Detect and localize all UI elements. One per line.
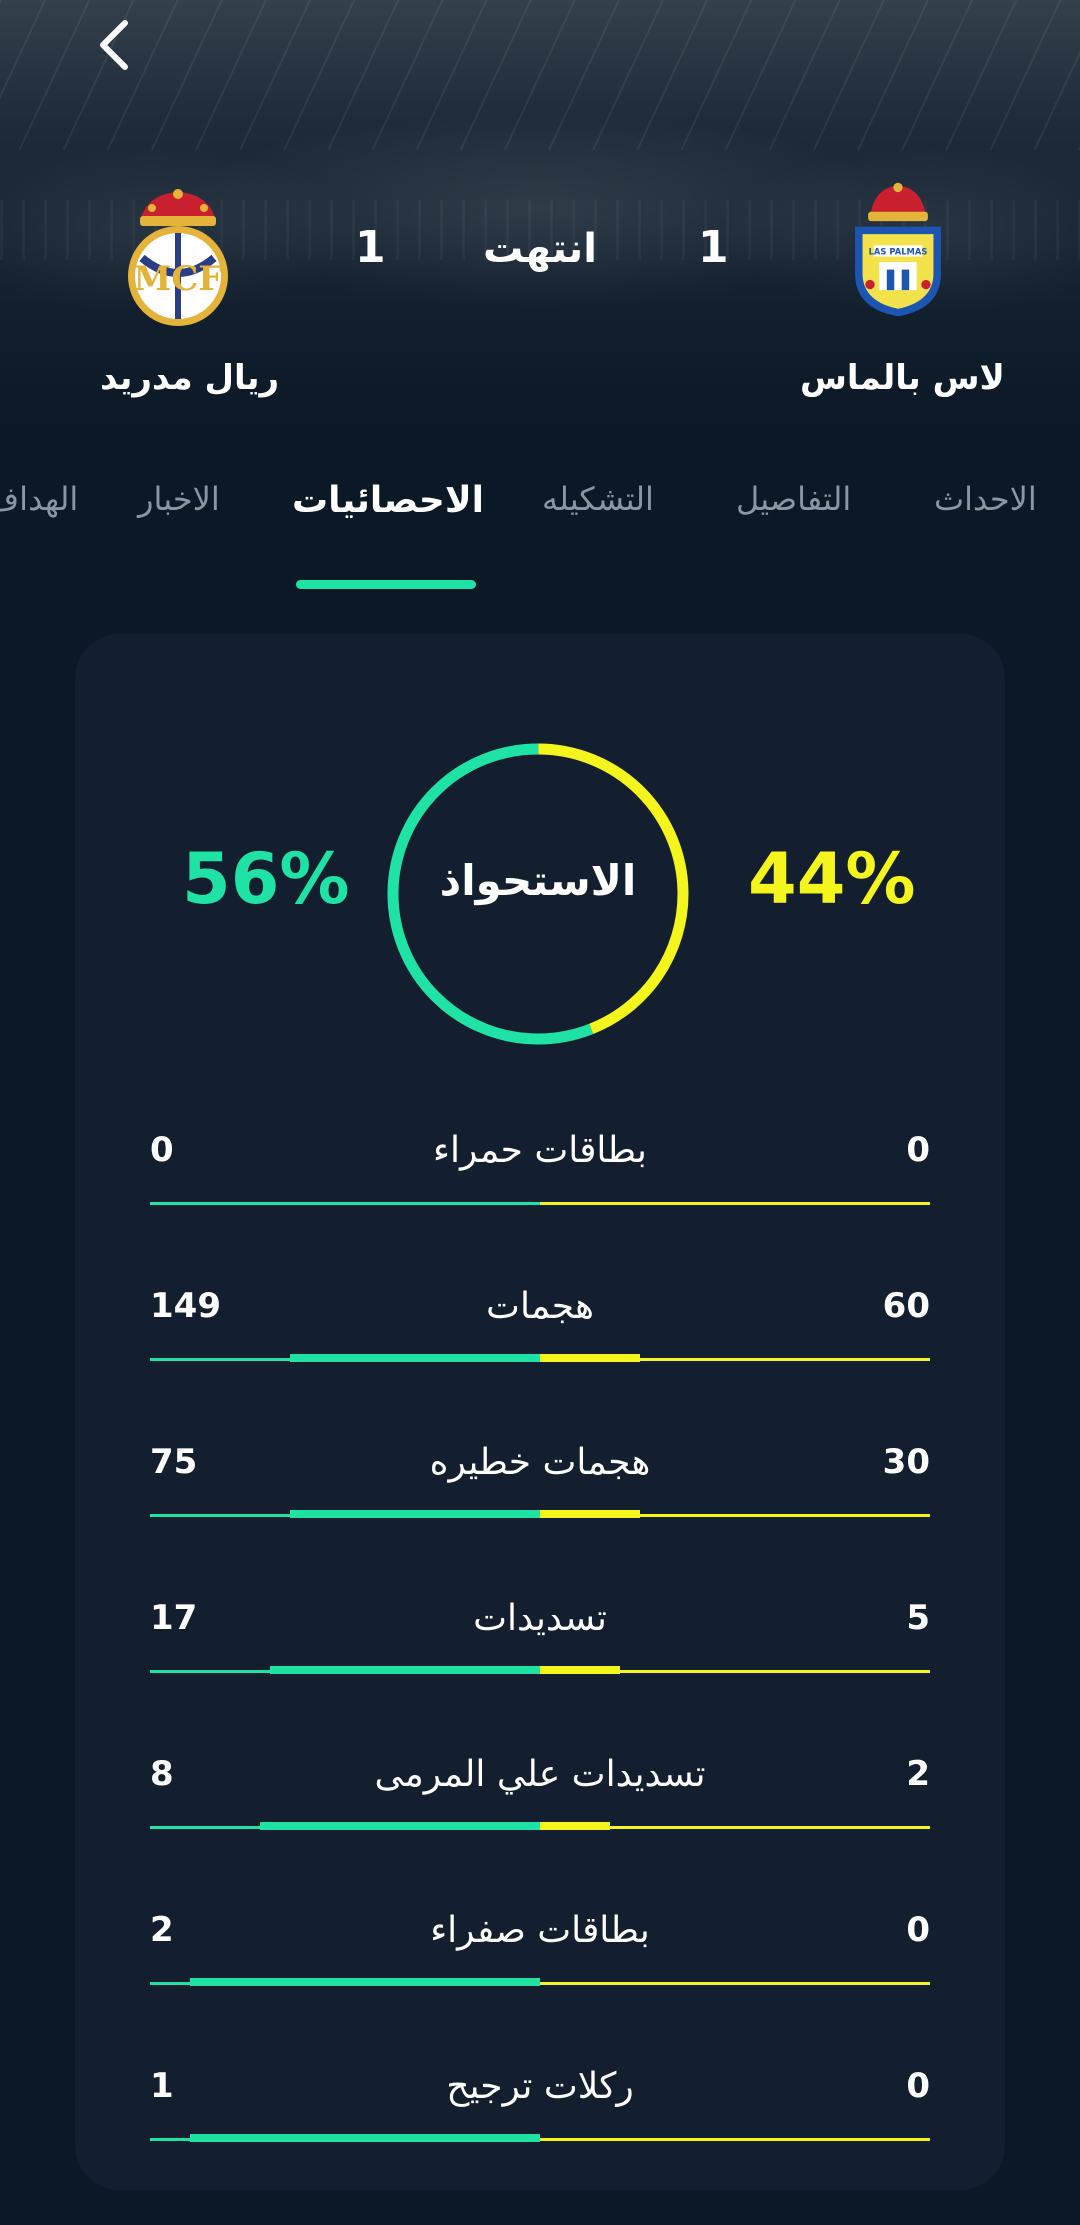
stat-home-value: 1 — [150, 2066, 174, 2106]
stat-bar-home-track — [150, 1202, 540, 1205]
possession-label: الاستحواذ — [439, 856, 637, 905]
stat-label: بطاقات حمراء — [433, 1130, 647, 1171]
stat-bar-away-fill — [540, 1510, 640, 1518]
stat-away-value: 30 — [882, 1442, 930, 1482]
stat-bar-away-track — [540, 2138, 930, 2141]
stat-comparison-bar — [150, 1198, 930, 1208]
stat-bar-home-fill — [270, 1666, 540, 1674]
match-status: انتهت — [483, 226, 597, 272]
stat-home-value: 149 — [150, 1286, 221, 1326]
tab-news[interactable]: الاخبار — [138, 480, 220, 518]
stat-row: 17 تسديدات 5 — [150, 1598, 930, 1718]
stat-label: ركلات ترجيح — [446, 2066, 634, 2107]
stat-away-value: 2 — [906, 1754, 930, 1794]
tab-scorers[interactable]: الهداف — [0, 480, 79, 518]
stat-bar-home-fill — [290, 1510, 540, 1518]
stat-home-value: 2 — [150, 1910, 174, 1950]
stat-bar-away-track — [540, 1670, 930, 1673]
stat-row: 0 بطاقات حمراء 0 — [150, 1130, 930, 1250]
svg-text:MCF: MCF — [134, 259, 223, 299]
stat-away-value: 60 — [882, 1286, 930, 1326]
stat-away-value: 0 — [906, 1910, 930, 1950]
possession-donut-home-arc — [387, 743, 689, 1045]
stat-home-value: 17 — [150, 1598, 198, 1638]
stat-bar-away-track — [540, 1358, 930, 1361]
stat-home-value: 75 — [150, 1442, 198, 1482]
possession-donut-away-arc — [387, 743, 689, 1045]
stat-bar-away-track — [540, 1982, 930, 1985]
stat-label: هجمات — [486, 1286, 594, 1327]
back-button[interactable] — [78, 10, 148, 80]
stat-bar-away-track — [540, 1202, 930, 1205]
tab-statistics[interactable]: الاحصائيات — [292, 480, 484, 521]
stat-bar-home-fill — [190, 1978, 540, 1986]
stat-bar-away-fill — [540, 1354, 640, 1362]
stat-bar-home-fill — [190, 2134, 540, 2142]
stat-label: تسديدات علي المرمى — [374, 1754, 706, 1795]
stat-row: 2 بطاقات صفراء 0 — [150, 1910, 930, 2030]
tab-details[interactable]: التفاصيل — [736, 480, 852, 518]
stat-comparison-bar — [150, 1666, 930, 1676]
stat-bar-away-fill — [540, 1822, 610, 1830]
stat-home-value: 0 — [150, 1130, 174, 1170]
home-score: 1 — [355, 222, 386, 273]
possession-donut — [387, 743, 689, 1045]
stat-comparison-bar — [150, 1978, 930, 1988]
stadium-roof-decoration — [0, 0, 1080, 150]
stat-comparison-bar — [150, 2134, 930, 2144]
away-team-name: لاس بالماس — [800, 358, 1005, 398]
real-madrid-crest-icon: MCF — [128, 189, 228, 326]
las-palmas-crest-icon: LAS PALMAS — [855, 182, 941, 317]
tab-events[interactable]: الاحداث — [934, 480, 1037, 518]
tab-lineup[interactable]: التشكيله — [542, 480, 654, 518]
stat-label: بطاقات صفراء — [430, 1910, 650, 1951]
stat-label: تسديدات — [473, 1598, 607, 1639]
stat-away-value: 0 — [906, 1130, 930, 1170]
stat-row: 8 تسديدات علي المرمى 2 — [150, 1754, 930, 1874]
home-possession-percent: 56% — [182, 838, 350, 920]
tab-bar: الاحداث التفاصيل التشكيله الاحصائيات الا… — [0, 470, 1080, 590]
stat-bar-away-track — [540, 1826, 930, 1829]
stat-home-value: 8 — [150, 1754, 174, 1794]
stat-label: هجمات خطيره — [429, 1442, 651, 1483]
stat-away-value: 5 — [906, 1598, 930, 1638]
stat-away-value: 0 — [906, 2066, 930, 2106]
stat-bar-home-fill — [260, 1822, 540, 1830]
home-team-name: ريال مدريد — [100, 358, 280, 398]
stat-comparison-bar — [150, 1354, 930, 1364]
stat-row: 1 ركلات ترجيح 0 — [150, 2066, 930, 2186]
stat-row: 75 هجمات خطيره 30 — [150, 1442, 930, 1562]
stat-bar-away-track — [540, 1514, 930, 1517]
stat-comparison-bar — [150, 1822, 930, 1832]
svg-text:LAS PALMAS: LAS PALMAS — [869, 247, 928, 257]
stat-bar-home-fill — [290, 1354, 540, 1362]
stat-comparison-bar — [150, 1510, 930, 1520]
stat-row: 149 هجمات 60 — [150, 1286, 930, 1406]
away-possession-percent: 44% — [748, 838, 916, 920]
chevron-left-icon — [100, 20, 128, 70]
stat-bar-away-fill — [540, 1666, 620, 1674]
stats-card — [75, 634, 1005, 2190]
away-score: 1 — [698, 222, 729, 273]
active-tab-indicator — [296, 580, 476, 589]
